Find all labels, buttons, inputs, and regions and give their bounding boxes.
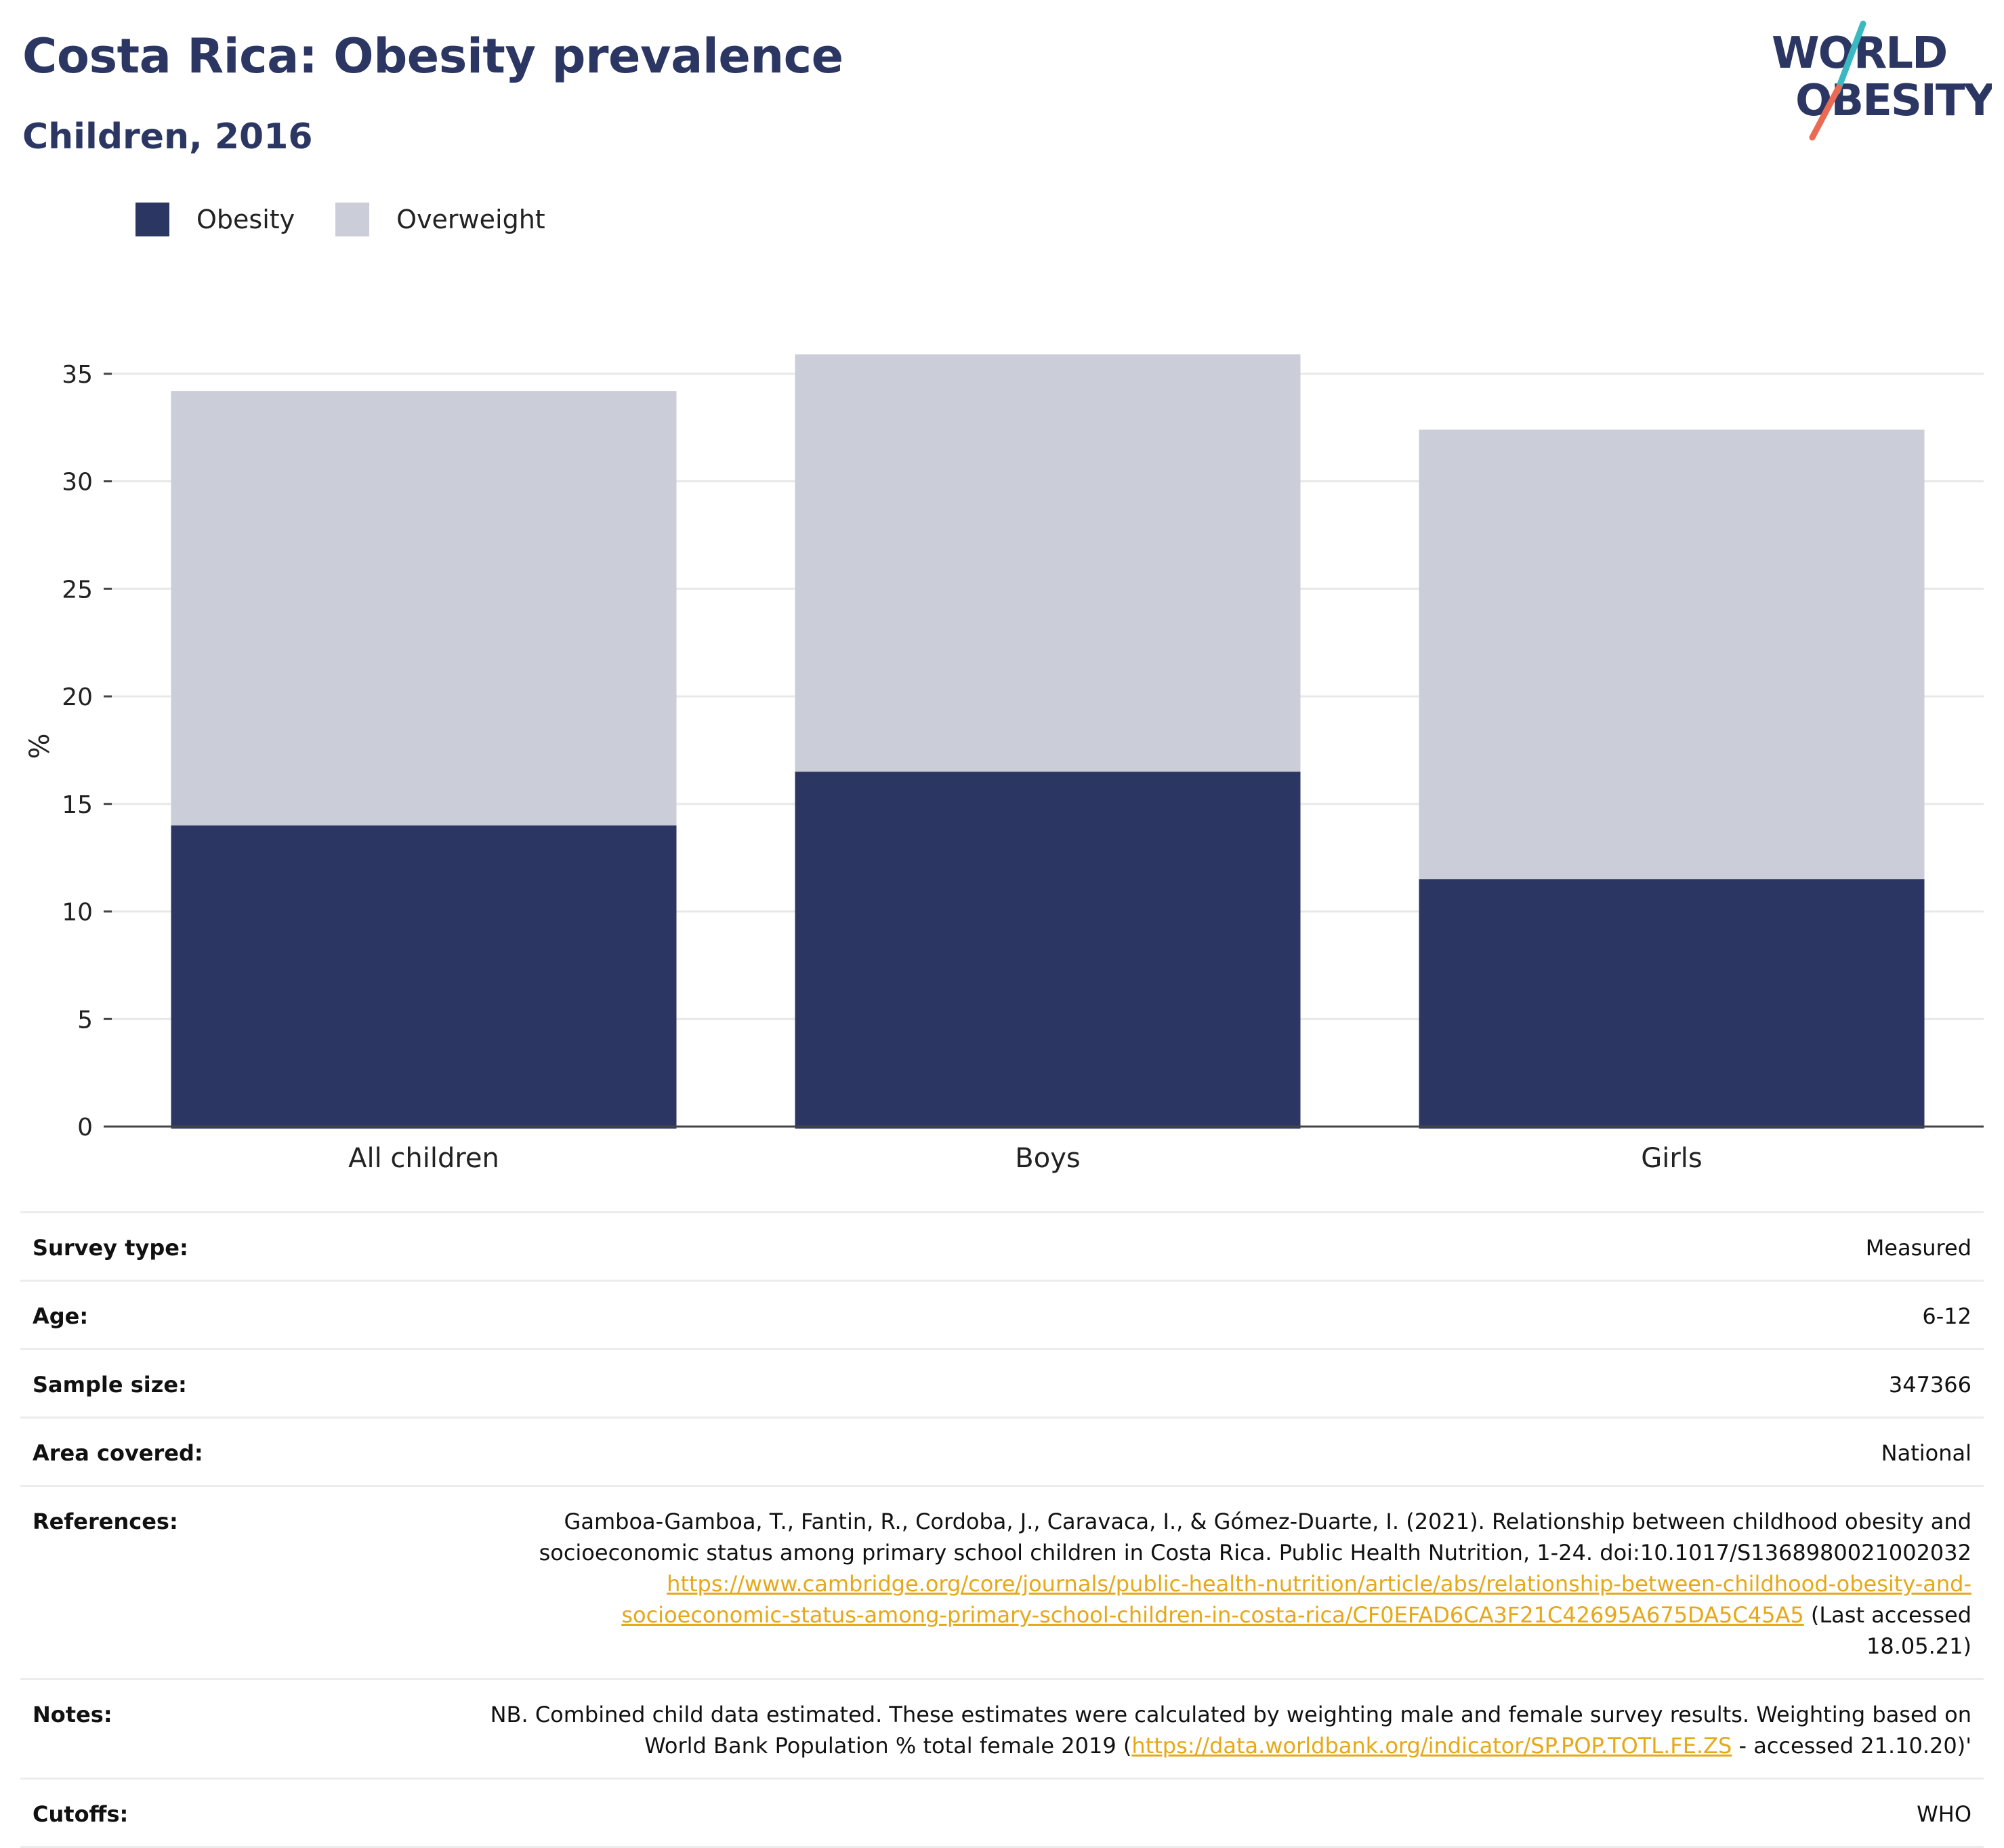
y-axis-label: % <box>24 733 56 759</box>
info-row-notes: Notes: NB. Combined child data estimated… <box>20 1678 1984 1778</box>
legend-item-overweight: Overweight <box>335 203 545 236</box>
logo-slash-top <box>1834 20 1866 95</box>
area-covered-value: National <box>1881 1440 1971 1466</box>
tick-label-y-35: 35 <box>62 361 93 389</box>
survey-type-value: Measured <box>1865 1235 1971 1261</box>
notes-line1: NB. Combined child data estimated. These… <box>490 1702 1971 1727</box>
info-row-references: References: Gamboa-Gamboa, T., Fantin, R… <box>20 1485 1984 1678</box>
reference-citation-line2: socioeconomic status among primary schoo… <box>539 1540 1971 1566</box>
bar-obesity-boys <box>795 772 1301 1129</box>
page-subtitle: Children, 2016 <box>22 117 313 157</box>
info-row-age: Age: 6-12 <box>20 1280 1984 1348</box>
notes-line2-prefix: World Bank Population % total female 201… <box>644 1733 1132 1759</box>
tick-label-y-25: 25 <box>62 576 93 604</box>
chart-legend: Obesity Overweight <box>135 201 586 238</box>
tick-label-x-all-children: All children <box>348 1143 499 1174</box>
area-covered-label: Area covered: <box>33 1440 203 1466</box>
reference-link-line2: socioeconomic-status-among-primary-schoo… <box>621 1602 1804 1628</box>
references-label: References: <box>33 1509 178 1534</box>
references-value: Gamboa-Gamboa, T., Fantin, R., Cordoba, … <box>539 1506 1971 1662</box>
legend-swatch-overweight <box>335 203 370 236</box>
info-row-sample-size: Sample size: 347366 <box>20 1348 1984 1416</box>
stacked-bar-chart: 0 5 10 15 20 25 30 35% All children Boys Girls <box>24 354 1984 1174</box>
bar-obesity-girls <box>1419 879 1925 1129</box>
legend-swatch-obesity <box>135 203 169 236</box>
bar-obesity-all-children <box>171 825 677 1129</box>
reference-citation-line1: Gamboa-Gamboa, T., Fantin, R., Cordoba, … <box>564 1509 1971 1534</box>
reference-link[interactable]: https://www.cambridge.org/core/journals/… <box>539 1568 1971 1628</box>
reference-link-line1: https://www.cambridge.org/core/journals/… <box>667 1571 1971 1597</box>
bar-overweight-boys <box>795 354 1301 772</box>
legend-label-overweight: Overweight <box>396 205 545 234</box>
tick-label-y-5: 5 <box>77 1006 93 1034</box>
legend-item-obesity: Obesity <box>135 203 295 236</box>
notes-link[interactable]: https://data.worldbank.org/indicator/SP.… <box>1131 1733 1732 1759</box>
notes-label: Notes: <box>33 1702 112 1727</box>
age-value: 6-12 <box>1922 1303 1971 1329</box>
sample-size-value: 347366 <box>1888 1372 1971 1398</box>
info-row-survey-type: Survey type: Measured <box>20 1211 1984 1280</box>
tick-label-y-30: 30 <box>62 469 93 497</box>
reference-accessed-b: 18.05.21) <box>1866 1633 1971 1659</box>
survey-type-label: Survey type: <box>33 1235 188 1261</box>
tick-label-x-boys: Boys <box>1015 1143 1080 1174</box>
world-obesity-logo: WORLD OBESITY <box>1772 20 1992 141</box>
reference-accessed-a: (Last accessed <box>1803 1602 1971 1628</box>
bar-overweight-all-children <box>171 391 677 826</box>
tick-label-y-10: 10 <box>62 899 93 927</box>
cutoffs-label: Cutoffs: <box>33 1801 129 1827</box>
notes-value: NB. Combined child data estimated. These… <box>490 1699 1971 1761</box>
sample-size-label: Sample size: <box>33 1372 187 1398</box>
page-title: Costa Rica: Obesity prevalence <box>22 28 843 84</box>
tick-label-y-0: 0 <box>77 1114 93 1141</box>
cutoffs-value: WHO <box>1917 1801 1971 1827</box>
info-row-cutoffs: Cutoffs: WHO <box>20 1778 1984 1848</box>
tick-label-y-20: 20 <box>62 684 93 711</box>
logo-slash-bottom <box>1809 84 1842 141</box>
notes-line2-suffix: - accessed 21.10.20)' <box>1732 1733 1972 1759</box>
bar-overweight-girls <box>1419 429 1925 879</box>
legend-label-obesity: Obesity <box>196 205 295 234</box>
info-row-area-covered: Area covered: National <box>20 1416 1984 1485</box>
logo-text-line2: OBESITY <box>1795 76 1992 126</box>
tick-label-x-girls: Girls <box>1641 1143 1703 1174</box>
tick-label-y-15: 15 <box>62 791 93 819</box>
survey-info-table: Survey type: Measured Age: 6-12 Sample s… <box>20 1211 1984 1848</box>
age-label: Age: <box>33 1303 89 1329</box>
